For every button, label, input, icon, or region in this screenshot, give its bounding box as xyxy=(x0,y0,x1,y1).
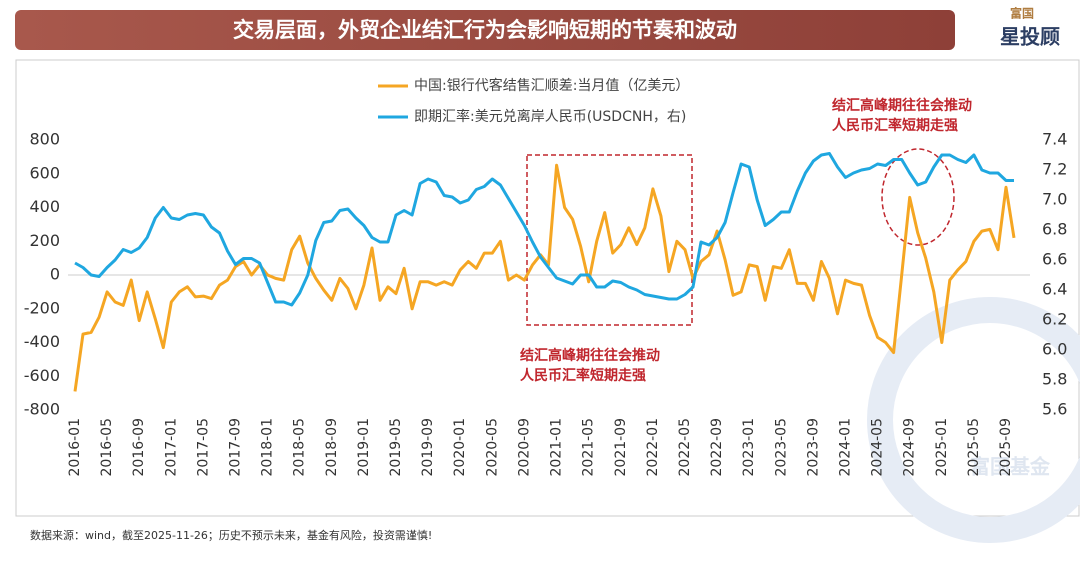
x-tick-label: 2023-01 xyxy=(741,418,757,477)
y2-tick-label: 6.8 xyxy=(1042,220,1067,239)
y2-tick-label: 6.0 xyxy=(1042,340,1067,359)
x-tick-label: 2019-01 xyxy=(356,418,372,477)
legend-label: 即期汇率:美元兑离岸人民币(USDCNH，右) xyxy=(414,108,686,125)
x-tick-label: 2021-05 xyxy=(581,418,597,477)
x-tick-label: 2025-09 xyxy=(998,418,1014,477)
y2-tick-label: 6.6 xyxy=(1042,250,1067,269)
y-tick-label: 400 xyxy=(29,197,60,216)
x-tick-label: 2024-01 xyxy=(837,418,853,477)
y-tick-label: -800 xyxy=(24,400,60,419)
x-tick-label: 2022-01 xyxy=(645,418,661,477)
y2-tick-label: 5.6 xyxy=(1042,400,1067,419)
y2-tick-label: 7.2 xyxy=(1042,160,1067,179)
y2-tick-label: 6.4 xyxy=(1042,280,1067,299)
y2-tick-label: 6.2 xyxy=(1042,310,1067,329)
y-tick-label: 0 xyxy=(50,265,60,284)
x-tick-label: 2024-09 xyxy=(902,418,918,477)
annotation: 人民币汇率短期走强 xyxy=(520,367,646,384)
x-tick-label: 2019-09 xyxy=(420,418,436,477)
x-tick-label: 2023-05 xyxy=(773,418,789,477)
x-tick-label: 2022-05 xyxy=(677,418,693,477)
x-tick-label: 2020-01 xyxy=(452,418,468,477)
x-tick-label: 2016-01 xyxy=(67,418,83,477)
y-tick-label: 600 xyxy=(29,163,60,182)
x-tick-label: 2017-05 xyxy=(195,418,211,477)
x-tick-label: 2018-09 xyxy=(324,418,340,477)
y-tick-label: 200 xyxy=(29,231,60,250)
annotation: 人民币汇率短期走强 xyxy=(832,117,958,134)
logo-main: 星投顾 xyxy=(1000,25,1060,49)
highlight-box xyxy=(526,154,693,326)
header-title: 交易层面，外贸企业结汇行为会影响短期的节奏和波动 xyxy=(233,18,737,42)
header-bar xyxy=(15,10,955,50)
highlight-ellipse xyxy=(881,148,955,246)
y2-tick-label: 7.4 xyxy=(1042,130,1067,149)
x-tick-label: 2020-05 xyxy=(484,418,500,477)
y-tick-label: -400 xyxy=(24,332,60,351)
x-tick-label: 2018-05 xyxy=(292,418,308,477)
logo-top: 富国 xyxy=(1010,6,1034,21)
annotation: 结汇高峰期往往会推动 xyxy=(520,347,660,364)
series-line xyxy=(74,152,1014,307)
x-tick-label: 2024-05 xyxy=(870,418,886,477)
chart-frame xyxy=(15,59,1080,517)
x-tick-label: 2022-09 xyxy=(709,418,725,477)
x-tick-label: 2018-01 xyxy=(260,418,276,477)
y2-tick-label: 7.0 xyxy=(1042,190,1067,209)
x-tick-label: 2016-09 xyxy=(131,418,147,477)
watermark-ring xyxy=(867,297,1080,543)
x-tick-label: 2025-05 xyxy=(966,418,982,477)
x-tick-label: 2017-09 xyxy=(228,418,244,477)
x-tick-label: 2017-01 xyxy=(163,418,179,477)
x-tick-label: 2021-01 xyxy=(549,418,565,477)
legend-label: 中国:银行代客结售汇顺差:当月值（亿美元） xyxy=(414,77,689,94)
x-tick-label: 2025-01 xyxy=(934,418,950,477)
x-tick-label: 2023-09 xyxy=(805,418,821,477)
y-tick-label: -200 xyxy=(24,298,60,317)
x-tick-label: 2019-05 xyxy=(388,418,404,477)
x-tick-label: 2020-09 xyxy=(516,418,532,477)
watermark: 富国基金 xyxy=(970,455,1051,479)
x-tick-label: 2016-05 xyxy=(99,418,115,477)
annotation: 结汇高峰期往往会推动 xyxy=(832,97,972,114)
footer: 数据来源：wind，截至2025-11-26；历史不预示未来，基金有风险，投资需… xyxy=(30,528,432,542)
y-tick-label: -600 xyxy=(24,366,60,385)
y-tick-label: 800 xyxy=(29,130,60,149)
y2-tick-label: 5.8 xyxy=(1042,370,1067,389)
x-tick-label: 2021-09 xyxy=(613,418,629,477)
